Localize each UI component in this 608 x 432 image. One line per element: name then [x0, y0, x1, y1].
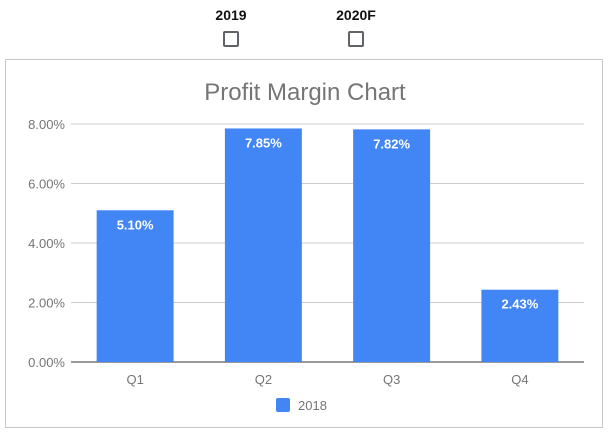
legend-swatch [276, 398, 290, 412]
toggle-2019-label: 2019 [215, 7, 247, 23]
checkbox-2019[interactable] [223, 31, 239, 47]
x-tick-label: Q2 [255, 372, 272, 387]
bar[interactable] [96, 210, 174, 362]
data-label: 2.43% [501, 297, 538, 312]
bar[interactable] [481, 289, 559, 362]
chart-frame: Profit Margin Chart 0.00% 2.00% 4.00% 6.00%… [5, 59, 603, 428]
x-tick-label: Q3 [383, 372, 400, 387]
y-tick-label: 2.00% [28, 296, 65, 311]
y-tick-label: 0.00% [28, 355, 65, 370]
toggle-2020f-label: 2020F [336, 7, 376, 23]
y-tick-label: 6.00% [28, 177, 65, 192]
x-tick-label: Q4 [511, 372, 528, 387]
data-label: 5.10% [117, 217, 154, 232]
legend-label: 2018 [298, 398, 327, 413]
toggle-2020f: 2020F [316, 6, 396, 47]
checkbox-2020f[interactable] [348, 31, 364, 47]
chart-title: Profit Margin Chart [204, 79, 406, 106]
data-label: 7.82% [373, 136, 410, 151]
bar[interactable] [353, 129, 431, 362]
bar[interactable] [224, 128, 302, 362]
y-tick-label: 4.00% [28, 236, 65, 251]
data-label: 7.85% [245, 135, 282, 150]
x-tick-label: Q1 [126, 372, 143, 387]
y-tick-label: 8.00% [28, 117, 65, 132]
bar-chart: Profit Margin Chart 0.00% 2.00% 4.00% 6.00%… [28, 79, 584, 413]
toggle-2019: 2019 [191, 6, 271, 47]
